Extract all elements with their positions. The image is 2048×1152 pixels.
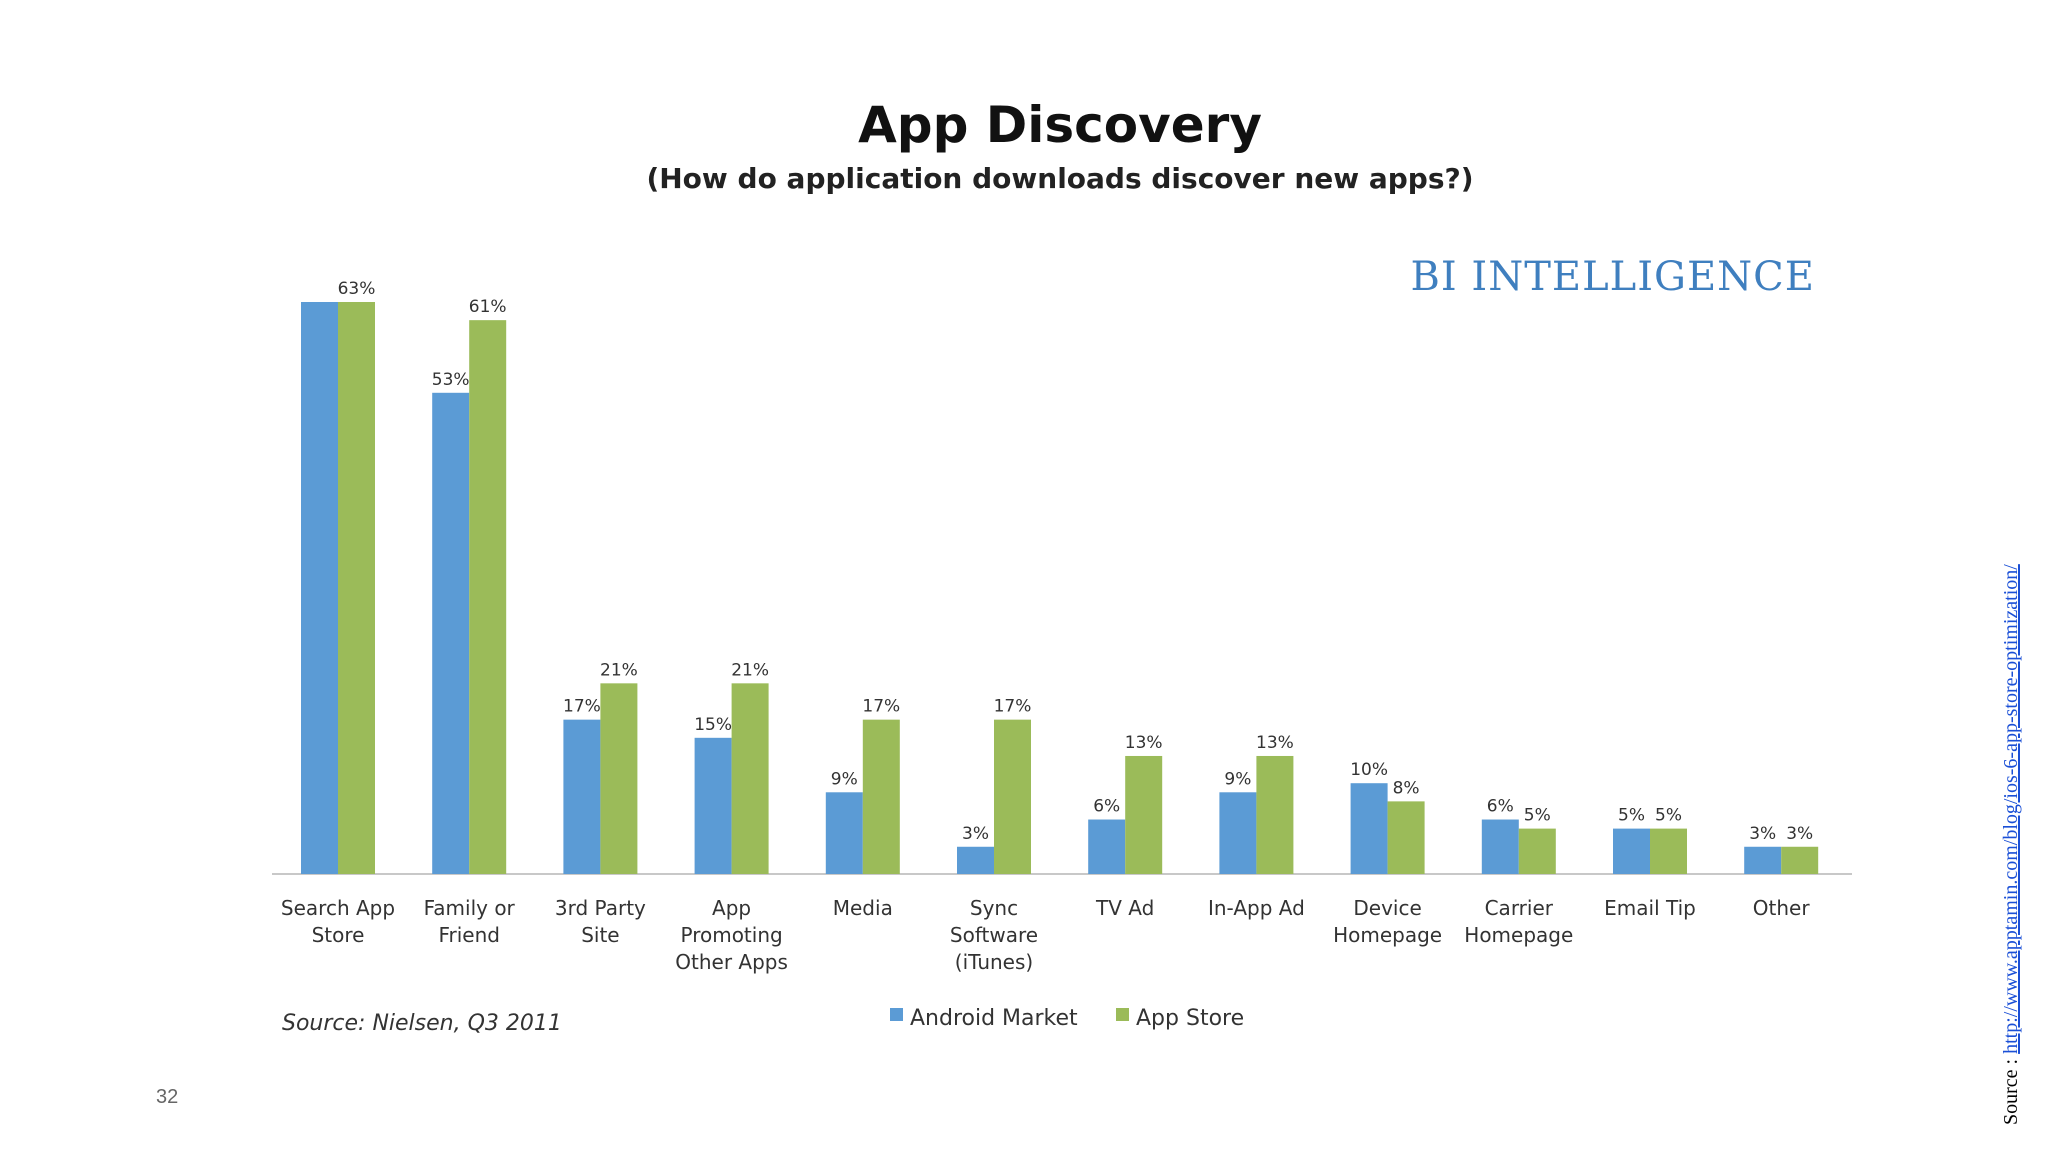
bar-appstore [1387, 801, 1425, 874]
category-label: App [712, 896, 751, 920]
page-number: 32 [156, 1086, 179, 1108]
bar-appstore [1781, 846, 1819, 874]
data-label: 21% [731, 660, 769, 680]
data-label: 15% [694, 715, 732, 735]
category-label: 3rd Party [555, 896, 646, 920]
data-label: 3% [1786, 824, 1813, 844]
bar-appstore [731, 683, 769, 874]
data-label: 17% [994, 697, 1032, 717]
category-label: Other [1753, 896, 1811, 920]
bar-android [825, 792, 863, 874]
category-label: Email Tip [1604, 896, 1696, 920]
bar-appstore [1650, 828, 1687, 874]
category-label: TV Ad [1095, 896, 1154, 920]
category-label: Media [833, 896, 893, 920]
category-label: Software [950, 923, 1038, 947]
data-label: 6% [1487, 797, 1514, 817]
legend: Android Market App Store [890, 1006, 1244, 1031]
bar-android [1350, 783, 1388, 874]
data-label: 5% [1524, 806, 1551, 826]
data-label: 5% [1618, 806, 1645, 826]
data-label: 8% [1393, 778, 1420, 798]
bar-appstore [1518, 828, 1556, 874]
bar-android [957, 846, 994, 874]
category-label: Sync [970, 896, 1018, 920]
source-link[interactable]: http://www.apptamin.com/blog/ios-6-app-s… [2000, 564, 2022, 1054]
category-label: Site [581, 923, 619, 947]
legend-label-appstore: App Store [1136, 1006, 1244, 1031]
bar-android [1219, 792, 1257, 874]
bar-android [563, 719, 601, 874]
bar-appstore [1125, 755, 1163, 874]
category-label: Store [312, 923, 365, 947]
bar-android [1744, 846, 1782, 874]
data-label: 9% [831, 769, 858, 789]
bars-group: 63%53%61%17%21%15%21%9%17%3%17%6%13%9%13… [301, 279, 1819, 875]
category-label: Family or [424, 896, 516, 920]
data-label: 10% [1350, 760, 1388, 780]
bar-android [1613, 828, 1650, 874]
source-prefix: Source : [2000, 1053, 2022, 1125]
bar-appstore [862, 719, 900, 874]
brand-logo: BI INTELLIGENCE [1411, 254, 1815, 300]
category-label: Promoting [680, 923, 782, 947]
category-label: In-App Ad [1208, 896, 1305, 920]
bar-appstore [994, 719, 1031, 874]
bar-android [1088, 819, 1126, 874]
data-label: 9% [1224, 769, 1251, 789]
data-label: 17% [862, 697, 900, 717]
bar-appstore [600, 683, 638, 874]
legend-swatch-android [890, 1008, 903, 1021]
data-label: 3% [1749, 824, 1776, 844]
bar-android [694, 737, 732, 874]
chart-subtitle: (How do application downloads discover n… [646, 162, 1473, 195]
category-label: Homepage [1464, 923, 1573, 947]
category-labels: Search App Store Family or Friend 3rd Party S… [281, 896, 1810, 974]
data-label: 13% [1256, 733, 1294, 753]
source-citation: Source : http://www.apptamin.com/blog/io… [2000, 564, 2023, 1125]
bar-appstore [338, 302, 375, 874]
data-label: 3% [962, 824, 989, 844]
category-label: (iTunes) [955, 950, 1033, 974]
data-label: 17% [563, 697, 601, 717]
category-label: Device [1353, 896, 1421, 920]
bar-android [432, 392, 470, 874]
category-label: Friend [438, 923, 500, 947]
category-label: Other Apps [675, 950, 788, 974]
category-label: Search App [281, 896, 395, 920]
bar-android [301, 302, 338, 874]
bar-appstore [469, 320, 507, 875]
legend-swatch-appstore [1116, 1008, 1129, 1021]
category-label: Homepage [1333, 923, 1442, 947]
data-label: 21% [600, 660, 638, 680]
data-label: 5% [1655, 806, 1682, 826]
data-label: 61% [469, 297, 507, 317]
data-label: 6% [1093, 797, 1120, 817]
bar-appstore [1256, 755, 1294, 874]
data-label: 63% [338, 279, 376, 299]
data-label: 13% [1125, 733, 1163, 753]
source-note: Source: Nielsen, Q3 2011 [282, 1011, 562, 1036]
data-label: 53% [432, 370, 470, 390]
legend-label-android: Android Market [910, 1006, 1078, 1031]
category-label: Carrier [1485, 896, 1554, 920]
bar-android [1481, 819, 1519, 874]
chart-title: App Discovery [858, 96, 1262, 154]
